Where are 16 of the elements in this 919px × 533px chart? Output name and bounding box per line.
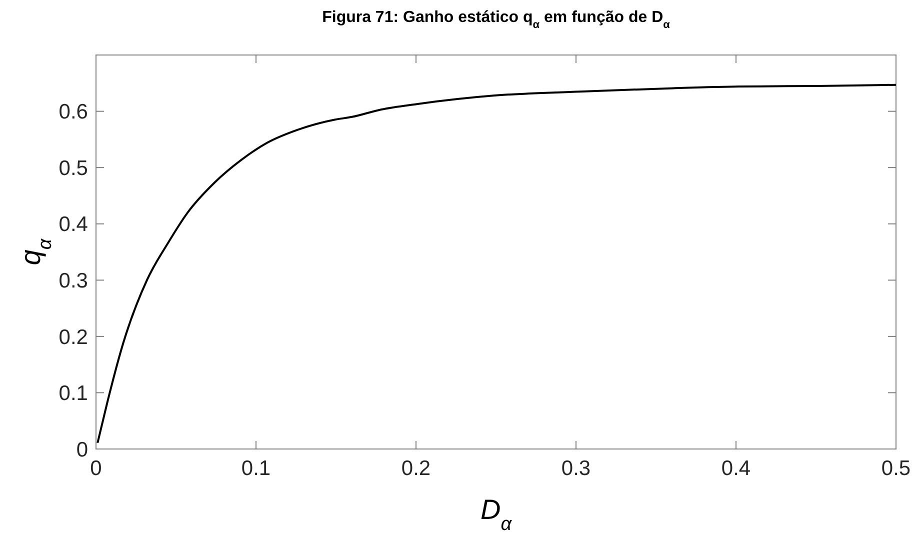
x-axis-title: D$_{α}$ [480,494,513,533]
x-tick-label: 0.1 [241,457,271,480]
line-series [96,84,897,444]
y-tick-label: 0.4 [58,213,88,236]
x-tick-label: 0.4 [721,457,751,480]
y-tick-label: 0.3 [58,269,88,292]
y-tick-label: 0.6 [58,100,88,124]
x-tick-label: 0.3 [561,457,591,480]
x-tick-label: 0.5 [881,457,911,480]
x-tick-label: 0 [90,457,102,480]
y-tick-label: 0.5 [58,156,88,180]
x-tick-label: 0.2 [401,457,431,480]
y-tick-label: 0.2 [58,326,88,349]
y-tick-label: 0 [76,438,88,462]
y-tick-label: 0.1 [58,382,88,406]
chart-title: Figura 71: Ganho estático q$_{α}$ em função de D$_{α}$ [322,9,670,31]
